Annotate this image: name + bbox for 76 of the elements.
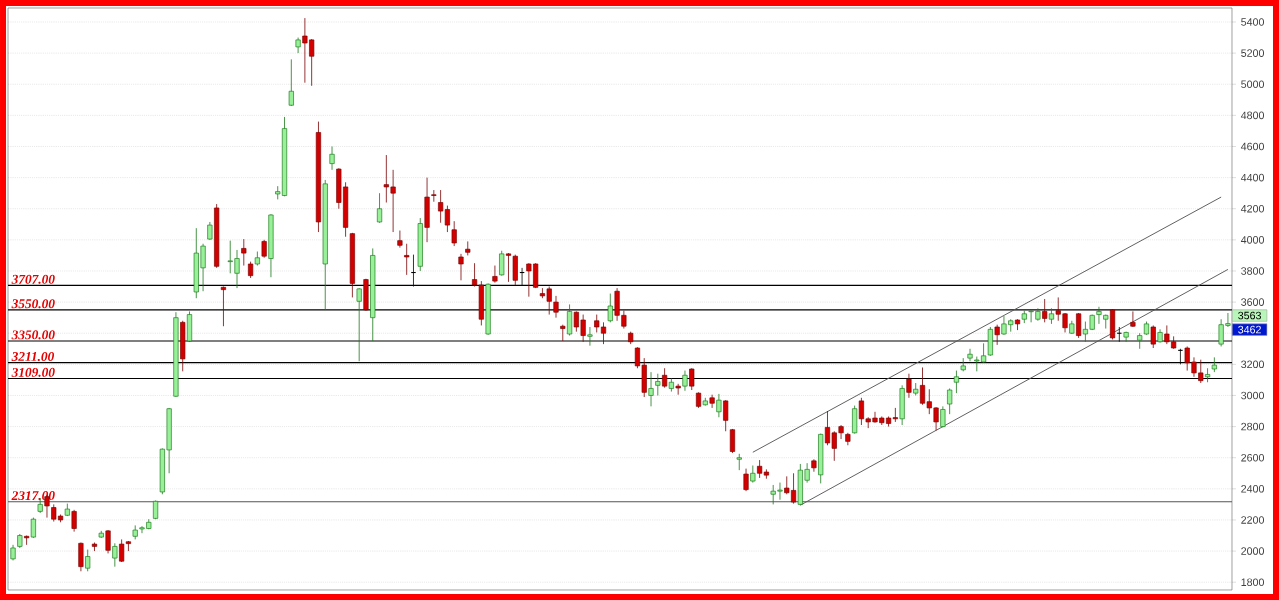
candlestick	[288, 58, 294, 107]
candlestick	[811, 458, 817, 473]
candlestick	[329, 146, 335, 171]
candlestick	[994, 324, 1000, 346]
candlestick	[376, 192, 383, 224]
candlestick	[655, 373, 661, 396]
candlestick	[648, 371, 654, 407]
candlestick	[967, 348, 973, 362]
y-tick-label: 2600	[1241, 453, 1265, 462]
y-tick-label: 4600	[1240, 142, 1265, 151]
y-tick-label: 3600	[1241, 298, 1265, 306]
y-tick-label: 3800	[1241, 267, 1265, 275]
y-tick-label: 1800	[1241, 578, 1265, 586]
text: 3563	[1238, 311, 1261, 320]
ref-line-label: 3350.00	[11, 330, 55, 340]
candlestick	[560, 324, 566, 342]
candlestick	[906, 373, 912, 399]
candlestick	[1096, 306, 1102, 325]
candlestick	[356, 287, 362, 362]
ref-line-label: 3109.00	[11, 367, 55, 377]
candlestick	[71, 509, 77, 533]
candlestick	[492, 265, 498, 284]
candlestick	[682, 370, 688, 392]
candlestick	[953, 370, 960, 394]
candlestick	[404, 243, 410, 276]
candlestick	[689, 367, 695, 391]
candlestick	[1204, 367, 1211, 383]
candlestick	[458, 253, 464, 281]
candlestick	[709, 394, 715, 409]
candlestick	[607, 293, 613, 323]
candlestick	[716, 393, 722, 418]
candlestick	[431, 189, 437, 203]
candlestick	[78, 542, 84, 572]
candlestick	[1150, 325, 1156, 349]
y-tick-label: 2400	[1241, 485, 1265, 493]
ref-line-label: 3550.00	[11, 299, 55, 309]
y-tick-label: 3200	[1241, 360, 1265, 369]
candlestick	[729, 428, 736, 454]
y-tick-label: 4800	[1240, 111, 1265, 120]
ref-line-label: 3707.00	[11, 274, 55, 284]
y-tick-label: 5400	[1241, 18, 1265, 26]
candlestick	[1076, 312, 1082, 339]
candlestick	[587, 326, 593, 347]
candlestick	[220, 286, 227, 327]
candlestick	[397, 230, 403, 249]
ref-line-label: 2317.00	[11, 491, 55, 501]
candlestick	[736, 453, 742, 471]
candlestick	[743, 468, 749, 492]
candlestick	[1130, 311, 1136, 328]
candlestick	[85, 549, 91, 572]
y-tick-label: 5000	[1241, 80, 1265, 89]
candlestick	[451, 220, 457, 247]
y-tick-label: 4400	[1240, 173, 1265, 182]
y-tick-label: 2800	[1241, 422, 1265, 431]
candlestick	[567, 304, 573, 336]
y-tick-label: 4200	[1240, 204, 1265, 213]
text: 3462	[1238, 325, 1261, 334]
y-tick-label: 2000	[1241, 547, 1265, 555]
y-tick-label: 4000	[1240, 236, 1265, 244]
candlestick	[499, 250, 505, 277]
candlestick	[30, 517, 36, 539]
candlestick	[295, 37, 301, 54]
candlestick	[723, 399, 729, 432]
y-tick-label: 5200	[1241, 49, 1265, 57]
candlestick	[105, 529, 111, 554]
candlestick	[947, 388, 953, 415]
ref-line-label: 3211.00	[11, 351, 55, 362]
candlestick	[112, 542, 118, 568]
y-tick-label: 3000	[1241, 391, 1265, 400]
candlestick	[241, 238, 247, 266]
candlestick	[662, 367, 668, 389]
candlestick	[1123, 331, 1129, 343]
candlestick	[505, 252, 512, 283]
candlestick	[1042, 298, 1048, 323]
candlestick	[465, 241, 471, 256]
y-tick-label: 2200	[1241, 516, 1265, 524]
